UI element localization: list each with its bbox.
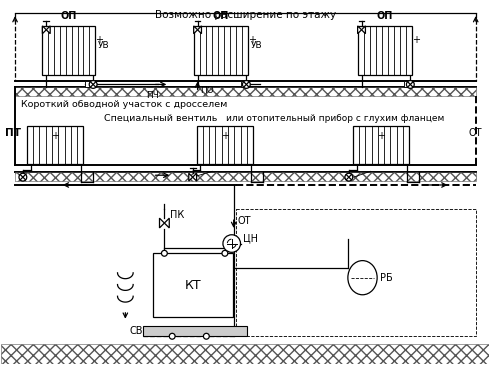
Polygon shape	[189, 173, 192, 181]
Text: ПЧ: ПЧ	[146, 91, 158, 100]
Text: +: +	[377, 131, 385, 141]
Bar	[196, 127, 253, 163]
Circle shape	[19, 173, 27, 181]
Polygon shape	[160, 218, 164, 228]
Text: ПТ: ПТ	[6, 128, 22, 138]
Bar	[194, 26, 248, 75]
Circle shape	[162, 250, 168, 256]
Text: +: +	[51, 131, 59, 141]
Text: +: +	[412, 35, 420, 45]
Text: ОП: ОП	[60, 11, 77, 21]
Bar	[27, 127, 84, 163]
Bar	[2, 344, 490, 364]
Bar	[15, 87, 475, 96]
Bar	[15, 172, 475, 181]
Polygon shape	[46, 26, 50, 34]
Bar	[152, 253, 232, 317]
Polygon shape	[198, 26, 202, 34]
Polygon shape	[194, 26, 198, 34]
Bar	[404, 81, 411, 87]
Circle shape	[204, 333, 210, 339]
Text: ОТ: ОТ	[468, 128, 481, 138]
Text: СВ: СВ	[129, 326, 142, 336]
Text: ОП: ОП	[377, 11, 393, 21]
Polygon shape	[192, 173, 196, 181]
Circle shape	[89, 81, 97, 88]
Circle shape	[242, 81, 250, 88]
Text: +: +	[95, 35, 103, 45]
Text: +: +	[248, 35, 256, 45]
Polygon shape	[362, 26, 366, 34]
Ellipse shape	[348, 261, 377, 295]
Text: Возможно расширение по этажу: Возможно расширение по этажу	[155, 10, 336, 20]
Circle shape	[345, 173, 352, 181]
Polygon shape	[42, 26, 46, 34]
Circle shape	[223, 235, 240, 252]
Polygon shape	[358, 26, 362, 34]
Bar	[352, 127, 410, 163]
Text: УВ: УВ	[251, 41, 263, 50]
Text: ЦН: ЦН	[244, 234, 258, 244]
Bar	[86, 81, 92, 87]
Text: ПК: ПК	[170, 210, 184, 220]
Text: или отопительный прибор с глухим фланцем: или отопительный прибор с глухим фланцем	[226, 114, 444, 123]
Text: Специальный вентиль: Специальный вентиль	[104, 114, 217, 123]
Circle shape	[406, 81, 414, 88]
Bar	[236, 209, 476, 336]
Text: ПО: ПО	[200, 86, 214, 95]
Circle shape	[222, 250, 228, 256]
Text: УВ: УВ	[98, 41, 110, 50]
Text: +: +	[221, 131, 229, 141]
Bar	[240, 81, 248, 87]
Text: ОТ: ОТ	[238, 216, 251, 226]
Text: ОП: ОП	[213, 11, 229, 21]
Bar	[358, 26, 412, 75]
Text: Короткий обводной участок с дросселем: Короткий обводной участок с дросселем	[21, 100, 228, 109]
Bar	[42, 26, 95, 75]
Polygon shape	[164, 218, 170, 228]
Circle shape	[170, 333, 175, 339]
Text: РБ: РБ	[380, 273, 393, 283]
Bar	[143, 326, 248, 336]
Text: КТ: КТ	[184, 279, 201, 291]
